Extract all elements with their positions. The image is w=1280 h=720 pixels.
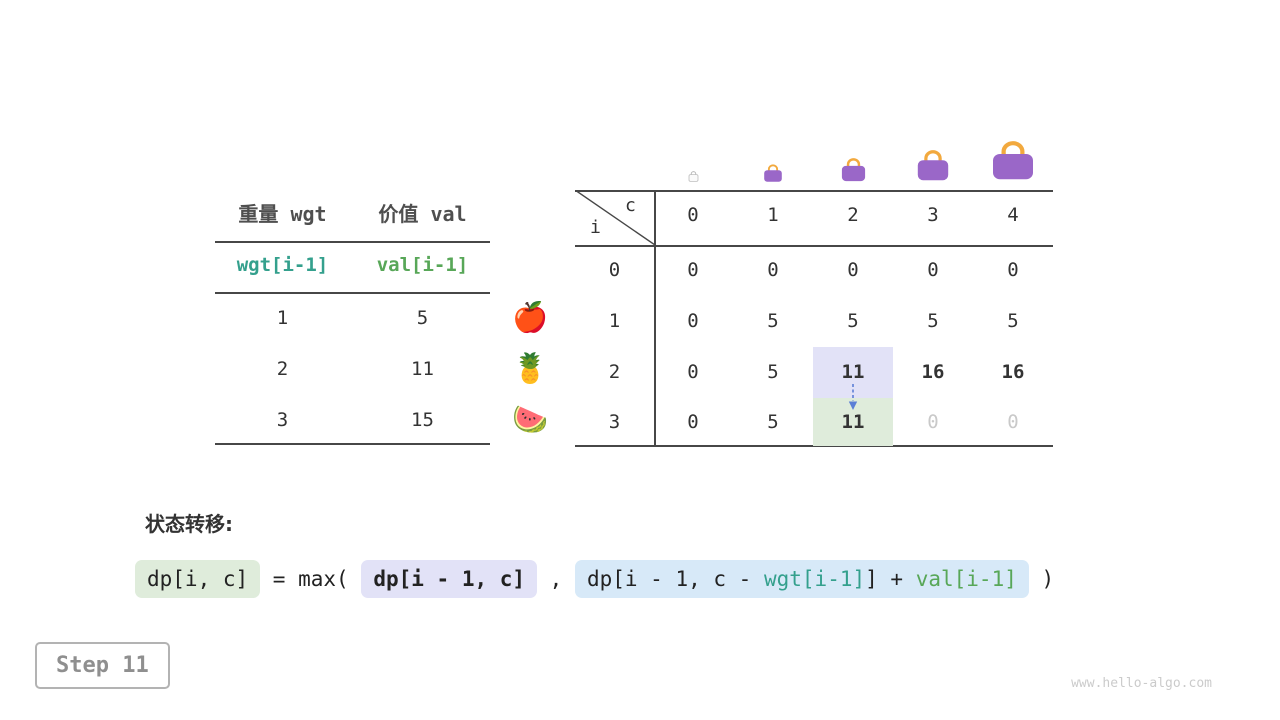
weights-values-table: 重量 wgt 价值 val wgt[i-1] val[i-1] 1 5 2 11 3 15 <box>215 190 490 448</box>
corner-row-var: i <box>590 217 601 238</box>
dp-cell-i1-c0: 0 <box>687 310 699 332</box>
item-icons-column: 🍎 🍍 🍉 <box>505 0 555 460</box>
dp-cell-i3-c4: 0 <box>1007 411 1019 433</box>
table-divider <box>575 190 1053 192</box>
dp-row-header: 3 <box>608 411 621 433</box>
dp-row-header: 1 <box>608 310 621 332</box>
dp-cell-i2-c4: 16 <box>1001 361 1025 383</box>
transition-arrow-icon <box>848 384 858 410</box>
bag-medium-icon <box>839 155 868 184</box>
pineapple-icon: 🍍 <box>511 351 549 385</box>
apple-icon: 🍎 <box>511 300 549 334</box>
dp-col-header: 4 <box>1007 204 1019 226</box>
dp-cell-i0-c1: 0 <box>767 259 779 281</box>
dp-cell-i0-c3: 0 <box>927 259 939 281</box>
formula-segment: dp[i - 1, c - <box>586 567 764 591</box>
dp-col-header: 0 <box>687 204 699 226</box>
value-cell: 5 <box>416 307 429 329</box>
dp-row-header: 2 <box>608 361 621 383</box>
dp-col-header: 2 <box>847 204 859 226</box>
watermelon-icon: 🍉 <box>511 402 549 436</box>
dp-cell-i0-c2: 0 <box>847 259 859 281</box>
capacity-icons-row <box>0 0 1280 200</box>
weight-cell: 1 <box>276 307 289 329</box>
dp-row-header: 0 <box>608 259 621 281</box>
weight-cell: 3 <box>276 409 289 431</box>
dp-cell-i2-c1: 5 <box>767 361 779 383</box>
dp-col-header: 1 <box>767 204 779 226</box>
dp-cell-i1-c3: 5 <box>927 310 939 332</box>
corner-col-var: c <box>625 195 636 216</box>
formula-segment: val[i-1] <box>915 567 1017 591</box>
dp-cell-i1-c4: 5 <box>1007 310 1019 332</box>
empty-bag-icon <box>686 169 701 184</box>
table-divider <box>654 190 656 445</box>
state-transition-label: 状态转移: <box>145 512 233 536</box>
formula-segment: dp[i - 1, c] <box>373 567 526 591</box>
formula-segment: dp[i, c] <box>147 567 249 591</box>
dp-cell-i1-c2: 5 <box>847 310 859 332</box>
corner-diagonal-divider <box>575 190 655 245</box>
dp-cell-i0-c4: 0 <box>1007 259 1019 281</box>
formula-term-green: dp[i, c] <box>135 560 261 598</box>
formula-segment: = max( <box>260 567 362 591</box>
bag-small-icon <box>762 162 784 184</box>
weights-var-wgt: wgt[i-1] <box>236 254 329 276</box>
table-divider <box>215 241 490 243</box>
table-divider <box>215 292 490 294</box>
weights-var-val: val[i-1] <box>376 254 469 276</box>
weight-cell: 2 <box>276 358 289 380</box>
dp-cell-i3-c3: 0 <box>927 411 939 433</box>
dp-cell-i3-c1: 5 <box>767 411 779 433</box>
bag-xlarge-icon <box>988 136 1038 184</box>
formula-segment: ) <box>1028 567 1055 591</box>
bag-large-icon <box>914 146 952 184</box>
dp-cell-i3-c0: 0 <box>687 411 699 433</box>
dp-col-header: 3 <box>927 204 939 226</box>
dp-cell-i2-c0: 0 <box>687 361 699 383</box>
formula-term-purple: dp[i - 1, c] <box>361 560 538 598</box>
value-cell: 15 <box>411 409 434 431</box>
formula-segment: , <box>537 567 575 591</box>
formula-text: , <box>537 567 575 591</box>
weights-header-wgt: 重量 wgt <box>238 202 327 226</box>
formula-term-blue: dp[i - 1, c - wgt[i-1]] + val[i-1] <box>574 560 1029 598</box>
dp-cell-i0-c0: 0 <box>687 259 699 281</box>
step-label: Step 11 <box>56 653 149 678</box>
weights-header-val: 价值 val <box>378 202 467 226</box>
formula-segment: ] + <box>865 567 916 591</box>
watermark: www.hello-algo.com <box>1071 676 1212 691</box>
table-divider <box>215 443 490 445</box>
formula-text: = max( <box>260 567 361 591</box>
value-cell: 11 <box>411 358 434 380</box>
dp-cell-i2-c3: 16 <box>921 361 945 383</box>
dp-table: c i 0 1 2 3 4 0 0 0 0 0 0 1 0 5 5 5 5 2 0 5 11 16 16 3 0 5 11 0 0 <box>575 190 1053 450</box>
formula-segment: wgt[i-1] <box>763 567 866 591</box>
dp-cell-i1-c1: 5 <box>767 310 779 332</box>
formula-text: ) <box>1028 567 1055 591</box>
table-divider <box>575 245 1053 247</box>
state-transition-formula: dp[i, c] = max( dp[i - 1, c] , dp[i - 1,… <box>135 560 1054 598</box>
step-indicator: Step 11 <box>35 642 170 689</box>
